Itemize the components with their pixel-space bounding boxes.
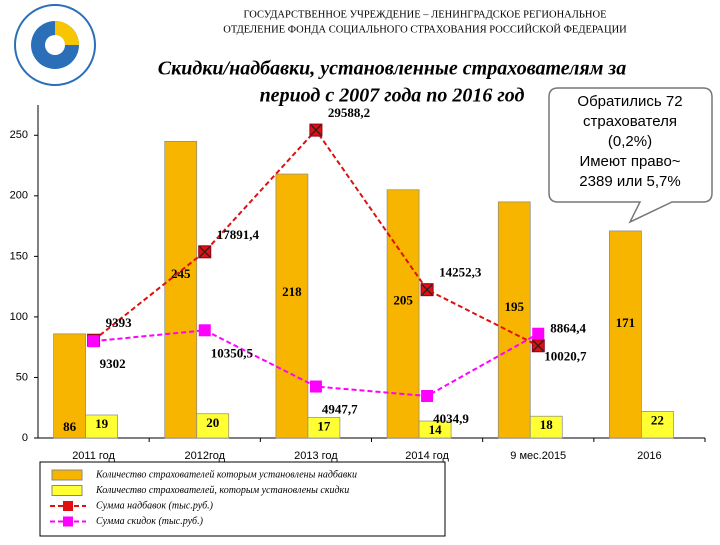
marker — [421, 390, 434, 403]
line-value-label: 4947,7 — [322, 401, 358, 416]
logo — [14, 4, 96, 86]
chart-title: Скидки/надбавки, установленные страховат… — [158, 58, 626, 80]
line-value-label: 8864,4 — [550, 321, 586, 336]
callout-line: 2389 или 5,7% — [579, 173, 680, 190]
legend — [39, 461, 446, 537]
legend-label: Сумма надбавок (тыс.руб.) — [96, 500, 214, 511]
marker — [532, 327, 545, 340]
bar — [609, 230, 642, 439]
line-value-label: 10020,7 — [544, 349, 587, 364]
bar — [164, 140, 198, 439]
bar-value-label: 205 — [393, 292, 413, 307]
bar — [275, 173, 309, 439]
bar — [386, 189, 420, 439]
bar-value-label: 22 — [651, 412, 664, 427]
legend-swatch — [63, 516, 73, 527]
chart-title: период с 2007 года по 2016 год — [260, 85, 525, 107]
marker-cross — [310, 124, 322, 136]
x-tick-label: 2016 — [637, 450, 661, 462]
bar-value-label: 18 — [540, 417, 554, 432]
legend-label: Количество страхователей, которым устано… — [95, 485, 349, 496]
y-tick-label: 250 — [10, 129, 28, 141]
bar-value-label: 20 — [206, 415, 219, 430]
legend-swatch — [63, 501, 73, 511]
callout-line: (0,2%) — [608, 133, 652, 150]
bar-value-label: 86 — [63, 419, 77, 434]
legend-label: Сумма скидок (тыс.руб.) — [96, 516, 204, 527]
y-tick-label: 200 — [10, 190, 28, 202]
bar-value-label: 14 — [429, 422, 443, 437]
header-line: ОТДЕЛЕНИЕ ФОНДА СОЦИАЛЬНОГО СТРАХОВАНИЯ … — [223, 23, 627, 35]
callout-line: Имеют право~ — [579, 153, 680, 170]
y-tick-label: 50 — [16, 371, 28, 383]
marker — [87, 335, 100, 348]
legend-label: Количество страхователей которым установ… — [95, 469, 357, 480]
bar-value-label: 19 — [95, 416, 109, 431]
line-value-label: 10350,5 — [211, 345, 254, 360]
line-value-label: 17891,4 — [217, 227, 260, 242]
x-tick-label: 2013 год — [294, 450, 338, 462]
marker — [309, 380, 322, 393]
bar — [641, 411, 674, 439]
callout — [548, 87, 713, 224]
bar — [53, 333, 86, 439]
line-value-label: 14252,3 — [439, 265, 482, 280]
line-value-label: 9393 — [106, 315, 133, 330]
bar — [529, 415, 563, 439]
y-tick-label: 0 — [22, 432, 28, 444]
line — [92, 128, 539, 347]
marker-cross — [199, 246, 211, 258]
bar — [307, 417, 341, 439]
x-tick-label: 2011 год — [72, 450, 115, 462]
legend-swatch — [51, 485, 83, 496]
bar-value-label: 171 — [616, 315, 636, 330]
bar — [85, 414, 118, 439]
bar-value-label: 218 — [282, 284, 302, 299]
line-value-label: 4034,9 — [433, 411, 469, 426]
y-tick-label: 100 — [10, 311, 28, 323]
bar — [196, 413, 230, 439]
line-value-label: 9302 — [100, 356, 126, 371]
marker — [198, 324, 211, 337]
x-tick-label: 9 мес.2015 — [510, 450, 566, 462]
bar-value-label: 195 — [505, 299, 525, 314]
bar — [418, 420, 452, 439]
bar — [497, 201, 531, 439]
line-value-label: 29588,2 — [328, 105, 370, 120]
bar-value-label: 245 — [171, 266, 191, 281]
bar-value-label: 17 — [317, 418, 331, 433]
x-tick-label: 2014 год — [405, 450, 449, 462]
header-line: ГОСУДАРСТВЕННОЕ УЧРЕЖДЕНИЕ – ЛЕНИНГРАДСК… — [243, 9, 606, 20]
callout-line: Обратились 72 — [577, 93, 682, 110]
callout-line: страхователя — [583, 113, 677, 130]
marker-cross — [532, 340, 544, 352]
x-tick-label: 2012год — [184, 450, 225, 462]
marker-cross — [421, 284, 433, 296]
y-tick-label: 150 — [10, 250, 28, 262]
legend-swatch — [51, 469, 83, 481]
